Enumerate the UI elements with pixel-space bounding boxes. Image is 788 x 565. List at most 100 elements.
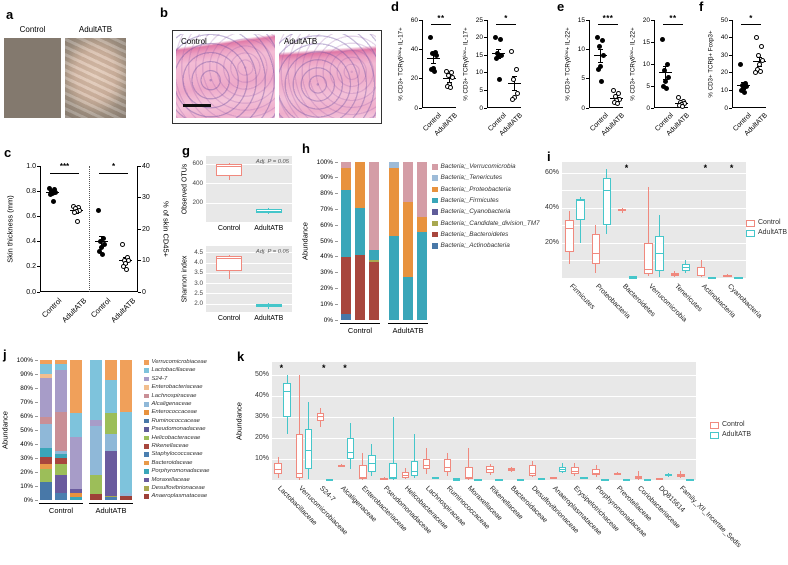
bar-segment	[341, 256, 351, 314]
y-tick-label: 40%	[320, 253, 333, 261]
y-tick-mark	[419, 107, 422, 109]
bar-segment	[55, 451, 67, 454]
box-whisker	[685, 270, 687, 273]
legend-label: Bacteria;_Tenericutes	[440, 174, 503, 182]
y-tick-label: 15	[577, 16, 585, 24]
box-whisker	[553, 476, 555, 478]
median-line	[443, 466, 452, 468]
significance-stars: *	[504, 14, 508, 23]
bar-segment	[355, 207, 365, 256]
data-point	[598, 79, 604, 85]
bar-segment	[105, 413, 117, 435]
bar-segment	[120, 495, 132, 500]
chart-skin-thickness-cd45: 0.0 0.2 0.4 0.6 0.8 1.0 0 10 20 30 40 Skin thicknes…	[0, 142, 178, 354]
x-category-label: AdultATB	[254, 225, 284, 232]
box	[216, 256, 243, 271]
box-whisker	[668, 473, 670, 475]
median-line	[565, 228, 574, 230]
group-label: Control	[347, 326, 373, 335]
legend-swatch	[432, 220, 438, 226]
y-tick-mark	[138, 197, 141, 198]
group-underline	[89, 503, 133, 504]
x-category-label: Bacteroidaceae	[508, 485, 549, 525]
median-line	[634, 477, 643, 479]
bar-segment	[90, 420, 102, 426]
histology-label-control: Control	[181, 37, 207, 46]
y-tick-mark	[651, 41, 654, 43]
skin-photo-control	[4, 38, 61, 118]
y-tick-mark	[35, 457, 38, 459]
bar-segment	[403, 277, 413, 320]
legend-label: Helicobacteraceae	[151, 434, 201, 441]
group-label: AdultATB	[95, 506, 127, 515]
median-line	[316, 416, 325, 418]
box-whisker	[447, 452, 449, 459]
data-point	[661, 68, 667, 74]
median-line	[304, 449, 313, 452]
error-bar-cap	[511, 76, 517, 78]
data-point	[594, 35, 600, 41]
legend-label: Bacteria;_Proteobacteria	[440, 185, 511, 193]
median-line	[474, 478, 482, 480]
box-whisker	[621, 207, 623, 209]
y-tick-mark	[35, 485, 38, 487]
box-whisker	[404, 477, 406, 479]
y-tick-label: 80%	[20, 384, 33, 392]
data-point	[433, 52, 439, 58]
legend-swatch	[144, 460, 149, 466]
chart-phyla-stacked-bars: 0% 10% 20% 30% 40% 50% 60% 70% 80% 90% 100% Abundan…	[296, 142, 546, 342]
y-tick-label: 90%	[20, 370, 33, 378]
box	[576, 198, 585, 220]
y-tick-label: 10	[475, 69, 483, 77]
data-point	[447, 84, 453, 90]
y-tick-label: 100%	[316, 158, 333, 166]
error-bar-cap	[430, 62, 436, 64]
y-tick-mark	[484, 72, 487, 74]
legend-label: Enterobacteriaceae	[151, 384, 203, 391]
box-whisker	[298, 374, 300, 434]
bar-segment	[90, 425, 102, 475]
legend-swatch	[432, 164, 438, 170]
legend-label: Lachnospiraceae	[151, 392, 197, 399]
data-point	[492, 35, 498, 41]
y-tick-label: 50%	[20, 426, 33, 434]
legend-swatch	[710, 432, 719, 439]
box-whisker	[574, 473, 576, 476]
y-tick-mark	[35, 499, 38, 501]
box-whisker	[392, 478, 394, 480]
legend-label: Bacteroidaceae	[151, 459, 193, 466]
y-axis-label: % CD3+ TCRγδˡᵒʷ+ IL-17+	[397, 27, 405, 101]
data-point	[514, 91, 520, 97]
bar-segment	[105, 495, 117, 498]
box	[591, 234, 601, 264]
legend-label: Staphylococcaceae	[151, 451, 203, 458]
y-tick-label: 50	[720, 16, 728, 24]
bar-segment	[389, 168, 399, 237]
bar-segment	[40, 417, 52, 425]
data-point	[663, 85, 669, 91]
legend-swatch	[144, 486, 149, 491]
median-line	[677, 475, 685, 477]
panel-background	[272, 362, 696, 480]
data-point	[614, 100, 620, 106]
y-tick-label: 0	[142, 288, 146, 296]
box-whisker	[298, 477, 300, 480]
bar-segment	[70, 413, 82, 437]
legend-label: Control	[758, 219, 781, 226]
bar-segment	[341, 168, 351, 191]
box-whisker	[606, 169, 608, 178]
panel-letter-e: e	[557, 0, 565, 14]
box-whisker	[286, 416, 288, 434]
panel-letter-g: g	[182, 143, 190, 158]
median-line	[431, 477, 440, 479]
chart-tcr-gd-low-pos-il22: 0 5 10 15% CD3+ TCRγδˡᵒʷ+ IL-22+ Control Adul…	[563, 2, 627, 148]
box-whisker	[228, 163, 230, 165]
grid-line	[206, 303, 292, 305]
box	[571, 467, 579, 474]
bar-segment	[40, 374, 52, 379]
axis-divider	[89, 166, 90, 292]
bar-segment	[40, 360, 52, 365]
y-tick-mark	[484, 89, 487, 91]
box-whisker	[413, 433, 415, 462]
chart-tcrb-foxp3: 0 10 20 30 40 50% CD3+ TCRβ+ Foxp3+ Control Adu…	[706, 2, 770, 148]
